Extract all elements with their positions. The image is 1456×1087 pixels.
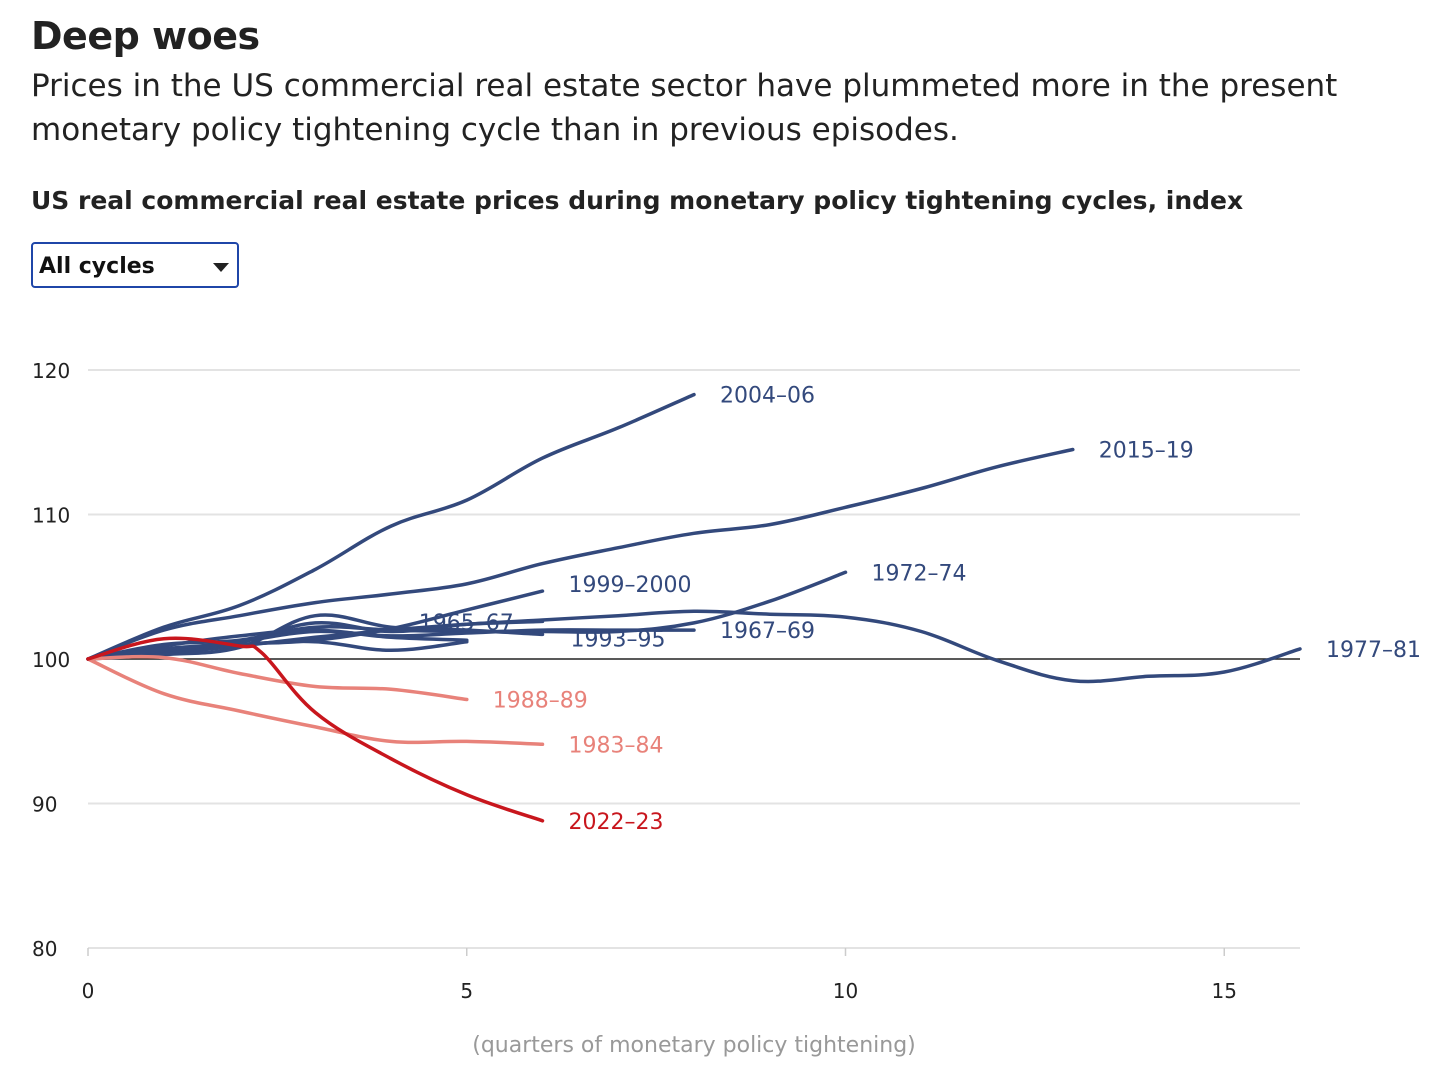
series-line-1977-81 xyxy=(86,609,1302,684)
series-label: 1965–67 xyxy=(419,611,514,636)
series-label: 2015–19 xyxy=(1099,438,1194,463)
x-tick-label: 5 xyxy=(460,979,473,1003)
y-tick-label: 120 xyxy=(32,359,70,383)
series-line-1983-84 xyxy=(86,657,545,747)
y-tick-label: 110 xyxy=(32,504,70,528)
series-line-2022-23 xyxy=(86,636,545,823)
x-axis-title: (quarters of monetary policy tightening) xyxy=(472,1033,916,1058)
y-tick-label: 100 xyxy=(32,648,70,672)
series-label: 1967–69 xyxy=(720,619,815,644)
series-label: 1999–2000 xyxy=(569,573,692,598)
y-tick-label: 80 xyxy=(32,937,57,961)
series-label: 1972–74 xyxy=(872,561,967,586)
series-label: 1977–81 xyxy=(1326,638,1421,663)
chart-title: US real commercial real estate prices du… xyxy=(31,186,1244,215)
series-line-1988-89 xyxy=(86,654,469,702)
x-tick-label: 15 xyxy=(1212,979,1237,1003)
gridlines xyxy=(87,369,1300,956)
series-label: 1993–95 xyxy=(571,627,666,652)
caret-down-icon xyxy=(213,263,229,272)
chart-headline: Deep woes xyxy=(31,14,260,58)
series-line-unlabeled-9 xyxy=(86,619,545,661)
series-line-2015-19 xyxy=(86,447,1075,661)
series-label: 2022–23 xyxy=(569,810,664,835)
x-tick-label: 10 xyxy=(833,979,858,1003)
series-line-1993-95 xyxy=(86,613,545,661)
series-label: 1983–84 xyxy=(569,733,664,758)
series-lines xyxy=(86,392,1302,823)
cycle-select-dropdown[interactable]: All cycles xyxy=(31,242,239,288)
series-labels: 2004–06 2015–19 1972–74 1999–2000 1977–81 196… xyxy=(419,384,1421,835)
y-axis-tick-labels: 80 90 100 110 120 xyxy=(32,359,70,961)
chart-subtitle: Prices in the US commercial real estate … xyxy=(31,68,1338,148)
x-axis-tick-labels: 0 5 10 15 xyxy=(82,979,1237,1003)
series-line-2004-06 xyxy=(86,392,696,661)
cycle-select-value: All cycles xyxy=(39,254,155,279)
series-label: 2004–06 xyxy=(720,384,815,409)
series-label: 1988–89 xyxy=(493,688,588,713)
y-tick-label: 90 xyxy=(32,793,57,817)
x-tick-label: 0 xyxy=(82,979,95,1003)
